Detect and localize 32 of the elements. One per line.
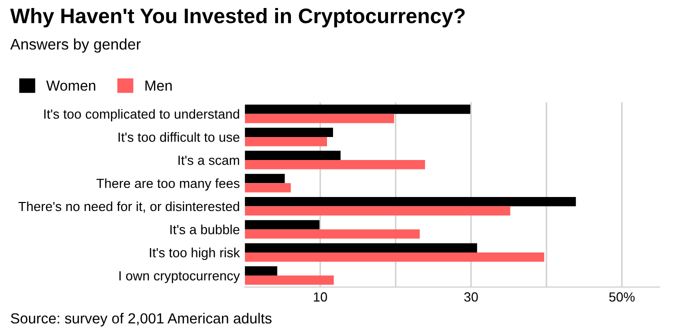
y-tick-label: There are too many fees — [96, 178, 240, 191]
y-tick-label: It's too high risk — [150, 248, 240, 260]
bar — [244, 276, 334, 285]
bar — [244, 160, 426, 170]
bar — [244, 243, 478, 252]
x-tick-label: 10 — [314, 292, 328, 302]
bar — [244, 266, 278, 276]
bar — [244, 136, 328, 146]
x-tick-label: 50% — [609, 292, 635, 302]
x-tick-label: 30 — [464, 292, 478, 302]
y-tick-label: It's too complicated to understand — [44, 109, 240, 122]
bar — [244, 220, 320, 230]
bar — [244, 229, 420, 239]
y-tick-label: It's a scam — [178, 156, 240, 165]
y-tick-label: I own cryptocurrency — [119, 271, 240, 284]
bar — [244, 174, 285, 184]
bar — [244, 252, 544, 262]
bar — [244, 104, 470, 114]
y-tick-label: It's a bubble — [170, 224, 240, 234]
legend-label: Men — [145, 80, 172, 91]
bar — [244, 206, 510, 216]
y-tick-label: There's no need for it, or disinterested — [18, 201, 240, 213]
text: Answers by gender — [10, 38, 141, 53]
bar — [244, 114, 394, 124]
legend-label: Women — [46, 80, 96, 91]
bar — [244, 183, 291, 192]
y-tick-label: It's too difficult to use — [118, 132, 240, 142]
bar — [244, 150, 341, 160]
bar — [244, 197, 576, 206]
bar — [244, 128, 334, 137]
source-note: Source: survey of 2,001 American adults — [10, 312, 272, 326]
chart-title: Why Haven't You Invested in Cryptocurrency? — [10, 8, 465, 28]
